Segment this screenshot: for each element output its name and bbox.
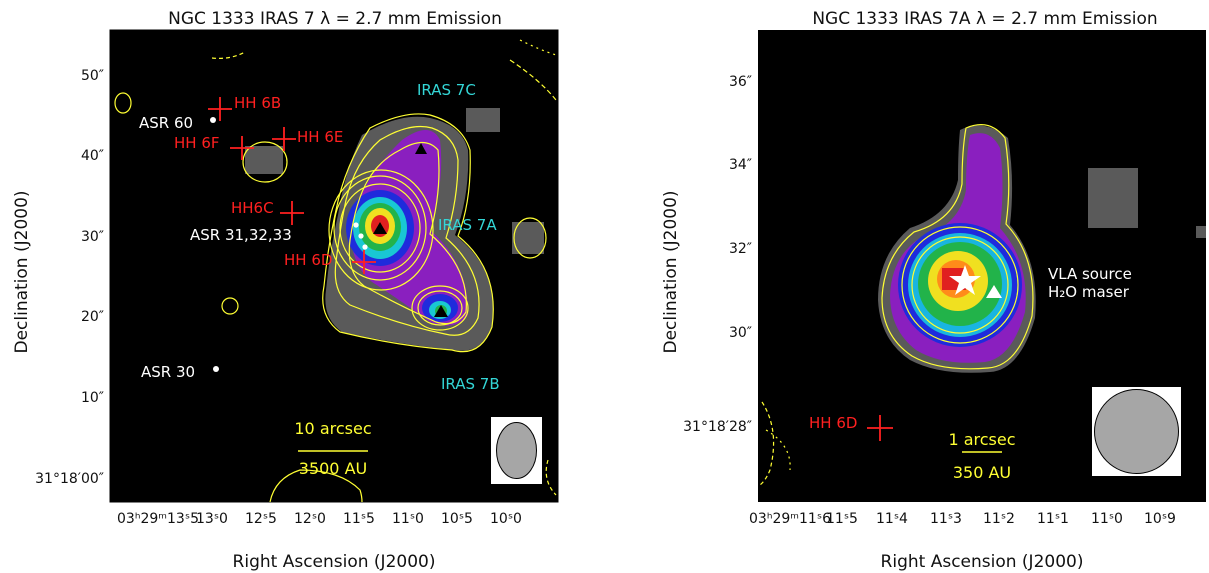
dec-tick-label: 10″ [81,390,104,406]
ra-tick-label: 11ˢ5 [343,511,375,527]
panel-right-title: NGC 1333 IRAS 7A λ = 2.7 mm Emission [812,9,1157,29]
ra-tick-label: 11ˢ0 [392,511,424,527]
dec-tick-label: 40″ [81,148,104,164]
label-hh6b: HH 6B [234,94,281,112]
panel-right-contours [759,124,1034,486]
star-vla-source [949,265,981,295]
dec-tick-label: 30″ [81,229,104,245]
label-asr313233: ASR 31,32,33 [190,226,292,244]
label-vla: VLA source [1048,265,1132,283]
grey-patch [245,146,283,174]
ra-tick-label: 03ʰ29ᵐ13ˢ5 [117,511,199,527]
scale-au-label: 3500 AU [299,459,367,478]
dec-tick-label: 20″ [81,309,104,325]
panel-right-hh-markers [867,415,893,441]
dec-tick-label: 36″ [729,74,752,90]
triangle-iras7c [415,143,427,154]
dec-tick-label: 30″ [729,325,752,341]
grey-patch [1196,226,1206,238]
dec-tick-label: 34″ [729,157,752,173]
ra-tick-label: 11ˢ1 [1037,511,1069,527]
panel-right-scalebar: 1 arcsec 350 AU [948,430,1015,482]
panel-left-xlabel: Right Ascension (J2000) [233,552,436,572]
panel-left-sources [210,117,448,372]
panel-right-beam [1092,387,1181,476]
label-hh6d: HH 6D [809,414,857,432]
dot-asr31 [353,222,359,228]
panel-left: NGC 1333 IRAS 7 λ = 2.7 mm Emission [12,9,559,572]
panel-left-ylabel: Declination (J2000) [12,190,32,353]
label-hh6d: HH 6D [284,251,332,269]
ra-tick-label: 11ˢ4 [876,511,908,527]
panel-left-beam [491,417,542,484]
grey-patch [1088,168,1138,228]
dot-asr32 [358,233,364,239]
panel-right-xlabel: Right Ascension (J2000) [881,552,1084,572]
panel-left-title: NGC 1333 IRAS 7 λ = 2.7 mm Emission [168,9,502,29]
ra-tick-label: 11ˢ2 [983,511,1015,527]
label-iras7c: IRAS 7C [417,81,476,99]
cross-hh6e [272,127,296,151]
dot-asr30 [213,366,219,372]
cross-hh6b [208,97,232,121]
dot-asr33 [362,244,368,250]
dot-asr60 [210,117,216,123]
panel-left-scalebar: 10 arcsec 3500 AU [294,419,371,478]
cross-hh6f [230,136,254,160]
ra-tick-label: 03ʰ29ᵐ11ˢ6 [749,511,831,527]
label-h2o: H₂O maser [1048,283,1130,301]
panel-left-image [245,108,544,351]
triangle-iras7b [434,305,448,317]
cross-hh6c [280,201,304,225]
label-asr60: ASR 60 [139,114,193,132]
ra-tick-label: 13ˢ0 [196,511,228,527]
scale-arcsec-label: 10 arcsec [294,419,371,438]
cross-hh6d [867,415,893,441]
scale-au-label: 350 AU [953,463,1011,482]
ra-tick-label: 11ˢ0 [1091,511,1123,527]
beam-ellipse [1094,389,1179,474]
beam-ellipse [496,422,537,479]
dec-tick-label: 32″ [729,241,752,257]
ra-tick-label: 10ˢ5 [441,511,473,527]
grey-patch [512,222,544,254]
label-hh6e: HH 6E [297,128,343,146]
grey-patch [466,108,500,132]
dec-tick-label: 50″ [81,68,104,84]
label-hh6f: HH 6F [174,134,220,152]
ra-tick-label: 10ˢ0 [490,511,522,527]
ra-tick-label: 12ˢ5 [245,511,277,527]
ra-tick-label: 11ˢ3 [930,511,962,527]
cross-hh6d [352,250,376,274]
label-asr30: ASR 30 [141,363,195,381]
panel-right-sources [949,265,1002,298]
label-iras7b: IRAS 7B [441,375,500,393]
panel-left-hh-markers [208,97,376,274]
panel-left-ticks [110,74,507,502]
ra-tick-label: 12ˢ0 [294,511,326,527]
label-hh6c: HH6C [231,199,274,217]
ra-tick-label: 10ˢ9 [1144,511,1176,527]
panel-right-ylabel: Declination (J2000) [661,190,681,353]
dec-tick-label: 31°18′00″ [35,471,104,487]
ra-tick-label: 11ˢ5 [826,511,858,527]
panel-left-contours [114,39,557,503]
triangle-h2o-maser [986,285,1002,298]
panel-right-ticks [758,80,1201,502]
panel-right: NGC 1333 IRAS 7A λ = 2.7 mm Emission [661,9,1206,572]
dec-tick-label: 31°18′28″ [683,419,752,435]
scale-arcsec-label: 1 arcsec [948,430,1015,449]
triangle-iras7a [373,222,387,234]
label-iras7a: IRAS 7A [438,216,497,234]
